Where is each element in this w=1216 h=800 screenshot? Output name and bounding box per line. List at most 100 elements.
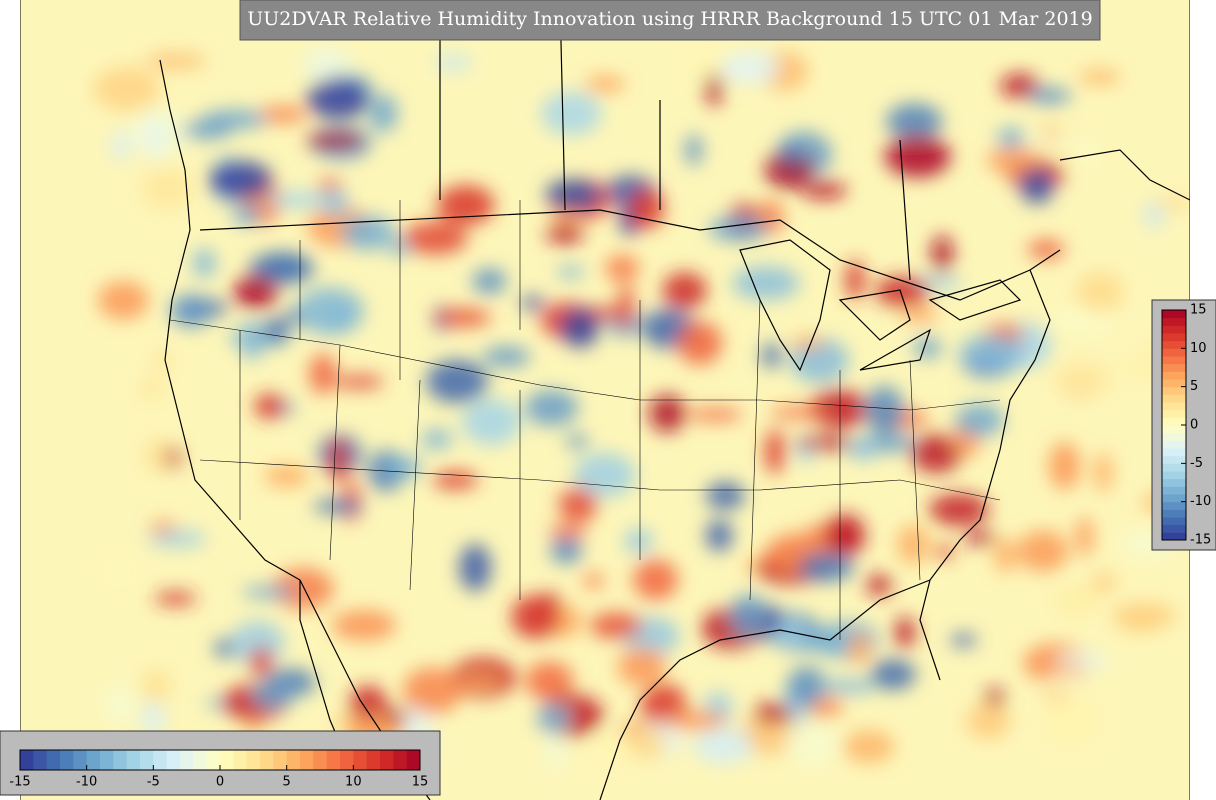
field-blob — [482, 346, 531, 367]
field-blob — [845, 259, 865, 301]
field-blob — [335, 375, 384, 389]
field-blob — [264, 316, 289, 344]
field-blob — [583, 573, 604, 589]
field-blob — [958, 333, 1024, 377]
field-blob — [461, 398, 521, 446]
field-blob — [141, 167, 194, 210]
field-blob — [870, 659, 916, 690]
field-blob — [662, 272, 707, 309]
field-blob — [192, 248, 216, 278]
field-blob — [769, 406, 831, 419]
field-blob — [894, 616, 916, 649]
field-blob — [232, 204, 262, 226]
field-blob — [251, 680, 296, 710]
colorbar-segment — [206, 750, 221, 770]
field-blob — [842, 730, 895, 763]
field-blob — [783, 143, 802, 166]
field-blob — [801, 181, 847, 200]
colorbar-segment — [313, 750, 328, 770]
colorbar-tick-label: -15 — [9, 775, 30, 790]
field-blob — [1078, 143, 1096, 164]
field-blob — [765, 150, 814, 189]
field-blob — [573, 453, 636, 498]
field-blob — [389, 240, 411, 257]
colorbar-tick-label: 10 — [1190, 341, 1207, 356]
field-blob — [546, 729, 565, 771]
colorbar-segment — [1162, 455, 1186, 464]
field-blob — [1091, 573, 1116, 593]
colorbar-segment — [380, 750, 394, 770]
field-blob — [666, 711, 727, 730]
colorbar-segment — [1162, 509, 1186, 518]
field-blob — [719, 52, 781, 84]
field-blob — [787, 666, 827, 706]
colorbar-segment — [1162, 402, 1186, 411]
field-blob — [986, 147, 1045, 174]
field-blob — [1111, 602, 1177, 629]
field-blob — [254, 393, 285, 419]
field-blob — [143, 437, 170, 473]
field-blob — [313, 498, 364, 514]
field-blob — [317, 179, 342, 193]
colorbar-segment — [1162, 333, 1186, 342]
field-blob — [208, 160, 273, 200]
field-blob — [1042, 698, 1102, 746]
field-blob — [181, 120, 233, 140]
field-blob — [402, 221, 468, 255]
colorbar-segment — [1162, 363, 1186, 372]
field-blob — [809, 389, 869, 429]
colorbar-segment — [233, 750, 248, 770]
field-blob — [928, 493, 990, 526]
colorbar-tick-label: 15 — [412, 775, 429, 790]
field-blob — [864, 385, 905, 433]
colorbar-tick-label: 0 — [216, 775, 224, 790]
title-box — [239, 0, 1101, 41]
field-blob — [931, 234, 953, 273]
field-blob — [459, 543, 492, 592]
field-blob — [306, 131, 365, 151]
colorbar-tick-label: -10 — [76, 775, 97, 790]
field-blob — [1019, 167, 1054, 205]
field-blob — [897, 524, 929, 565]
field-blob — [141, 668, 171, 704]
colorbar-segment — [33, 750, 48, 770]
colorbar-segment — [1162, 310, 1186, 319]
field-blob — [1018, 135, 1082, 148]
field-blob — [1000, 73, 1040, 99]
field-blob — [1027, 87, 1072, 105]
colorbar: -15 -10 -5 0 5 10 15 — [1161, 303, 1211, 548]
field-blob — [1027, 240, 1065, 259]
state-lines — [169, 200, 1001, 640]
field-blob — [913, 337, 942, 359]
field-blob — [589, 612, 643, 639]
field-blob — [148, 530, 207, 547]
field-blob — [558, 487, 598, 522]
colorbar: -15 -10 -5 0 5 10 15 — [9, 749, 429, 790]
colorbar-tick-label: 5 — [283, 775, 291, 790]
field-blob — [403, 667, 462, 714]
field-blob — [233, 275, 278, 309]
colorbar-segment — [166, 750, 181, 770]
colorbar-segment — [1162, 356, 1186, 365]
field-blob — [231, 620, 285, 665]
field-blob — [884, 135, 951, 178]
field-blob — [617, 283, 635, 331]
colorbar-segment — [340, 750, 354, 770]
field-blob — [950, 633, 977, 647]
field-blob — [585, 76, 625, 92]
colorbar-segment — [260, 750, 274, 770]
field-blob — [964, 531, 997, 545]
field-blob — [272, 568, 334, 610]
field-blob — [730, 593, 766, 639]
colorbar-segment — [1162, 494, 1186, 503]
colorbar-tick-label: 5 — [1190, 379, 1198, 394]
colorbar-segment — [1162, 325, 1186, 334]
field-blob — [1048, 442, 1081, 490]
field-blob — [1017, 530, 1069, 572]
field-blob — [511, 595, 558, 639]
colorbar-segment — [1162, 517, 1186, 526]
colorbar-segment — [113, 750, 128, 770]
field-blob — [847, 438, 879, 461]
field-blob — [705, 481, 745, 510]
field-blob — [309, 353, 337, 395]
